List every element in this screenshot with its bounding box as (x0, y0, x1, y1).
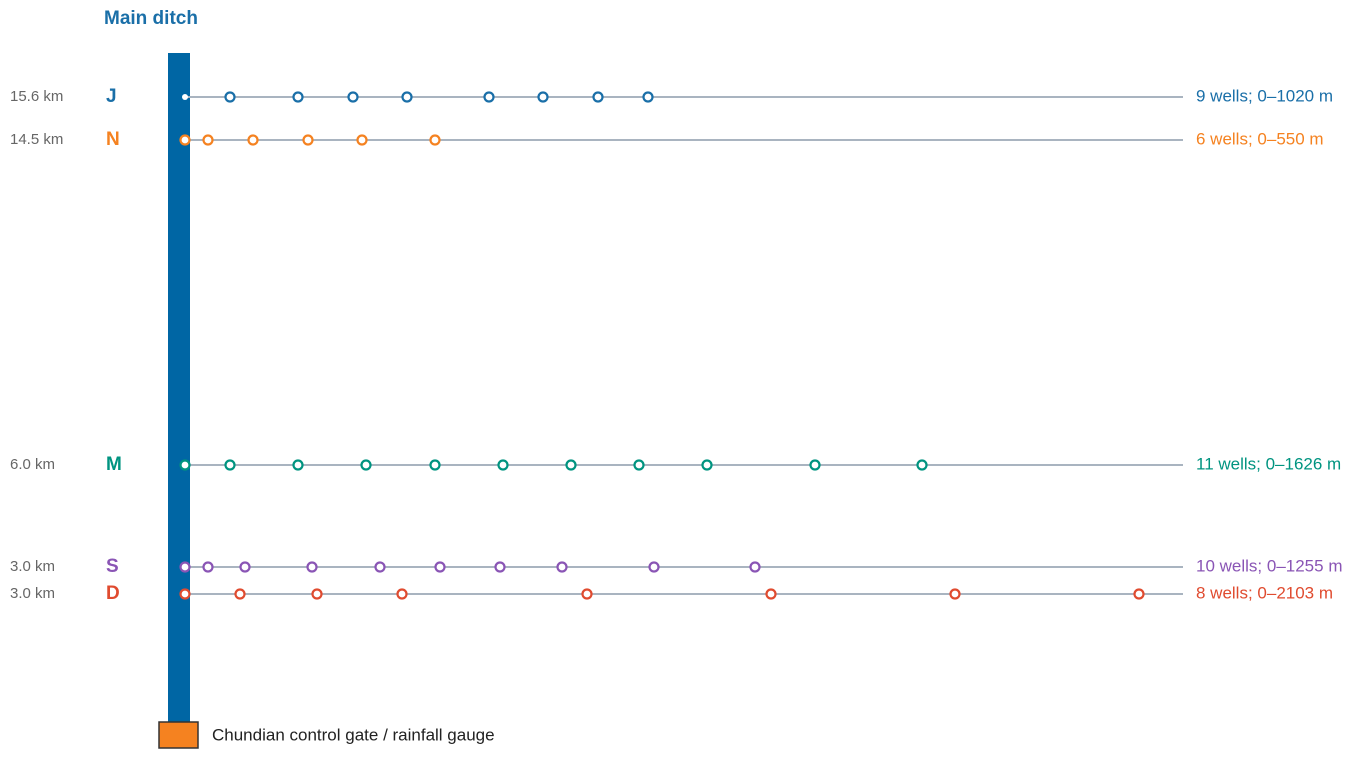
well (483, 91, 495, 103)
well (179, 459, 191, 471)
well (809, 459, 821, 471)
well (292, 459, 304, 471)
well (633, 459, 645, 471)
well (306, 561, 318, 573)
well (396, 588, 408, 600)
transect-label: D (106, 583, 120, 604)
distance-label: 15.6 km (10, 88, 63, 105)
well (179, 134, 191, 146)
well (234, 588, 246, 600)
well (581, 588, 593, 600)
well (224, 459, 236, 471)
well (1133, 588, 1145, 600)
well (401, 91, 413, 103)
well (537, 91, 549, 103)
well (179, 561, 191, 573)
well (347, 91, 359, 103)
transect-summary: 8 wells; 0–2103 m (1196, 583, 1333, 602)
distance-label: 3.0 km (10, 558, 55, 575)
well (374, 561, 386, 573)
well (556, 561, 568, 573)
well (749, 561, 761, 573)
well (765, 588, 777, 600)
transect-summary: 11 wells; 0–1626 m (1196, 454, 1341, 473)
well (202, 561, 214, 573)
legend-label: Chundian control gate / rainfall gauge (212, 725, 495, 744)
well (179, 588, 191, 600)
well (497, 459, 509, 471)
well (494, 561, 506, 573)
well (429, 459, 441, 471)
well (592, 91, 604, 103)
well (202, 134, 214, 146)
transect-summary: 10 wells; 0–1255 m (1196, 556, 1342, 575)
well (360, 459, 372, 471)
title: Main ditch (104, 8, 198, 29)
well (356, 134, 368, 146)
transect-summary: 6 wells; 0–550 m (1196, 129, 1324, 148)
transect-label: S (106, 556, 119, 577)
distance-label: 14.5 km (10, 131, 63, 148)
well (311, 588, 323, 600)
well (642, 91, 654, 103)
well (239, 561, 251, 573)
well (949, 588, 961, 600)
well (701, 459, 713, 471)
distance-label: 3.0 km (10, 585, 55, 602)
well (182, 94, 188, 100)
well (247, 134, 259, 146)
well (434, 561, 446, 573)
transect-label: M (106, 454, 122, 475)
well (429, 134, 441, 146)
main-ditch (168, 53, 190, 722)
legend-swatch (158, 721, 199, 749)
well (302, 134, 314, 146)
distance-label: 6.0 km (10, 456, 55, 473)
transect-label: N (106, 129, 120, 150)
well (224, 91, 236, 103)
well (916, 459, 928, 471)
well (292, 91, 304, 103)
well (648, 561, 660, 573)
transect-label: J (106, 86, 117, 107)
well (565, 459, 577, 471)
transect-summary: 9 wells; 0–1020 m (1196, 86, 1333, 105)
